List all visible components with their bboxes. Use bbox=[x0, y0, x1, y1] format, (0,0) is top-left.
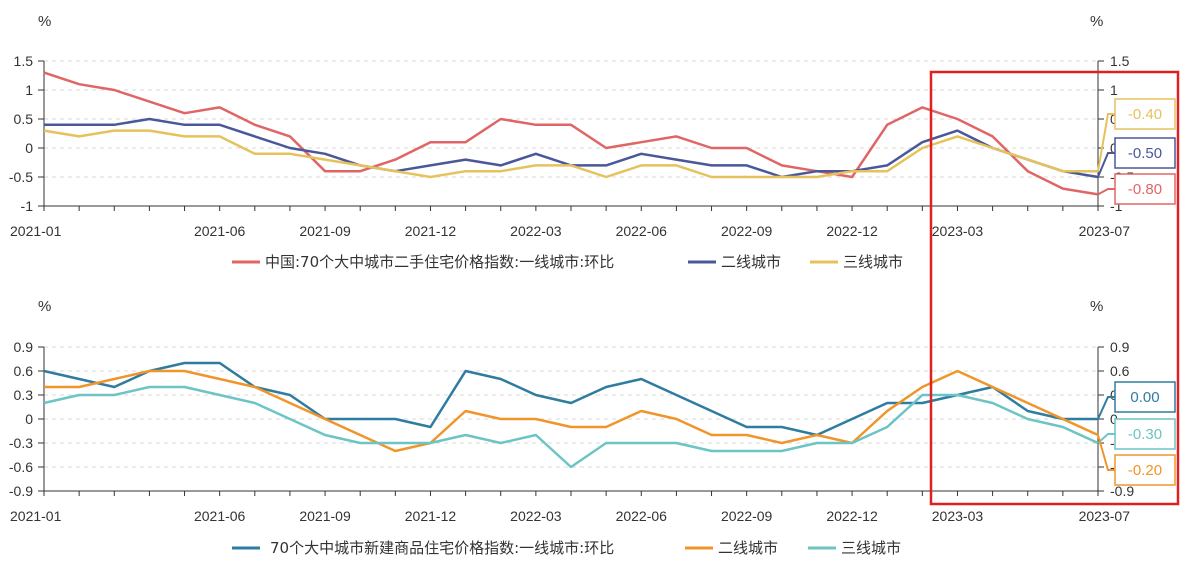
y-tick-label-left: 0.6 bbox=[14, 363, 34, 379]
x-tick-label: 2021-09 bbox=[299, 223, 351, 239]
x-tick-label: 2022-03 bbox=[510, 223, 562, 239]
x-tick-label: 2022-12 bbox=[826, 223, 878, 239]
legend-label-2: 二线城市 bbox=[718, 539, 778, 557]
end-label-box bbox=[1114, 418, 1176, 450]
legend-label-1: 中国:70个大中城市二手住宅价格指数:一线城市:环比 bbox=[265, 253, 614, 271]
y-tick-label-left: 0.9 bbox=[14, 339, 34, 355]
y-tick-label-left: 1 bbox=[25, 82, 33, 98]
y-tick-label-left: -0.3 bbox=[9, 435, 33, 451]
end-label-value: -0.50 bbox=[1128, 145, 1162, 162]
x-tick-label: 2022-09 bbox=[721, 508, 773, 524]
unit-label-right: % bbox=[1090, 13, 1103, 30]
y-tick-label-left: -0.6 bbox=[9, 459, 33, 475]
end-label-box bbox=[1114, 454, 1176, 486]
y-tick-label-right: -0.9 bbox=[1110, 483, 1134, 499]
end-label-value: -0.80 bbox=[1128, 181, 1162, 198]
x-tick-label: 2021-01 bbox=[10, 223, 62, 239]
y-tick-label-right: 0.9 bbox=[1110, 339, 1130, 355]
y-tick-label-right: 0 bbox=[1110, 140, 1118, 156]
x-tick-label: 2022-06 bbox=[616, 223, 668, 239]
x-tick-label: 2022-06 bbox=[616, 508, 668, 524]
x-tick-label: 2023-07 bbox=[1079, 223, 1131, 239]
x-tick-label: 2022-09 bbox=[721, 223, 773, 239]
end-label-connector bbox=[1097, 113, 1115, 172]
y-tick-label-left: 0 bbox=[25, 140, 33, 156]
y-tick-label-right: 0 bbox=[1110, 411, 1118, 427]
y-tick-label-right: 1.5 bbox=[1110, 53, 1130, 69]
legend-label-3: 三线城市 bbox=[843, 253, 903, 271]
end-label-value: -0.40 bbox=[1128, 106, 1162, 123]
y-tick-label-right: 0.6 bbox=[1110, 363, 1130, 379]
end-label-value: -0.30 bbox=[1128, 426, 1162, 443]
series-line-2 bbox=[44, 369, 1099, 453]
x-tick-label: 2022-03 bbox=[510, 508, 562, 524]
legend-label-1: 70个大中城市新建商品住宅价格指数:一线城市:环比 bbox=[270, 539, 614, 557]
y-tick-label-left: -0.9 bbox=[9, 483, 33, 499]
x-tick-label: 2021-09 bbox=[299, 508, 351, 524]
y-tick-label-left: 1.5 bbox=[14, 53, 34, 69]
end-label-connector bbox=[1097, 188, 1115, 196]
x-tick-label: 2023-07 bbox=[1079, 508, 1131, 524]
series-line-2 bbox=[44, 117, 1099, 179]
end-label-connector bbox=[1097, 152, 1115, 178]
end-label-value: 0.00 bbox=[1130, 389, 1159, 406]
end-label-connector bbox=[1097, 434, 1115, 471]
end-label-box bbox=[1114, 98, 1176, 130]
y-tick-label-left: 0.3 bbox=[14, 387, 34, 403]
y-tick-label-left: 0.5 bbox=[14, 111, 34, 127]
x-tick-label: 2021-06 bbox=[194, 508, 246, 524]
y-tick-label-left: 0 bbox=[25, 411, 33, 427]
unit-label-left: % bbox=[38, 298, 51, 315]
legend-label-3: 三线城市 bbox=[841, 539, 901, 557]
series-line-1 bbox=[43, 71, 1099, 196]
end-label-box bbox=[1114, 173, 1176, 205]
chart-panel-2: %%0.90.90.60.60.30.300-0.3-0.3-0.6-0.6-0… bbox=[9, 298, 1176, 557]
x-tick-label: 2023-03 bbox=[932, 508, 984, 524]
x-tick-label: 2023-03 bbox=[932, 223, 984, 239]
end-label-box bbox=[1114, 381, 1176, 413]
unit-label-right: % bbox=[1090, 298, 1103, 315]
highlight-box bbox=[929, 70, 1180, 506]
x-tick-label: 2021-01 bbox=[10, 508, 62, 524]
end-label-box bbox=[1114, 137, 1176, 169]
x-tick-label: 2021-06 bbox=[194, 223, 246, 239]
y-tick-label-left: -1 bbox=[21, 198, 34, 214]
x-tick-label: 2021-12 bbox=[405, 223, 457, 239]
y-tick-label-left: -0.5 bbox=[9, 169, 33, 185]
y-tick-label-right: 1 bbox=[1110, 82, 1118, 98]
legend-label-2: 二线城市 bbox=[721, 253, 781, 271]
x-tick-label: 2021-12 bbox=[405, 508, 457, 524]
end-label-value: -0.20 bbox=[1128, 462, 1162, 479]
x-tick-label: 2022-12 bbox=[826, 508, 878, 524]
end-label-connector bbox=[1097, 433, 1115, 444]
end-label-connector bbox=[1097, 396, 1115, 420]
unit-label-left: % bbox=[38, 13, 51, 30]
chart-panel-1: %%1.51.5110.50.500-0.5-0.5-1-12021-01202… bbox=[9, 13, 1176, 271]
